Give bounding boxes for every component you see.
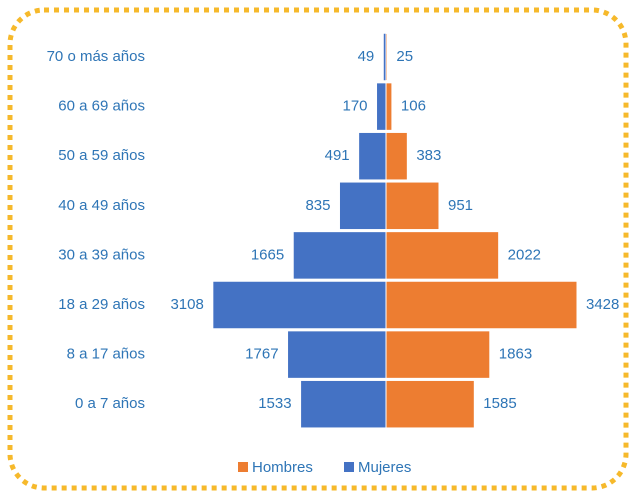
- bar: [382, 32, 387, 82]
- category-label: 60 a 69 años: [58, 98, 145, 115]
- legend-swatch: [344, 462, 354, 472]
- value-label: 170: [342, 98, 367, 115]
- value-label: 49: [358, 48, 375, 65]
- bar: [385, 82, 393, 131]
- bar: [385, 231, 500, 280]
- value-label: 1665: [251, 246, 284, 263]
- bar: [358, 131, 387, 181]
- category-label: 70 o más años: [47, 48, 145, 65]
- bar: [338, 181, 387, 231]
- bar: [376, 82, 387, 131]
- bar: [385, 181, 440, 231]
- bar: [212, 280, 387, 330]
- bar: [300, 379, 387, 429]
- category-label: 50 a 59 años: [58, 147, 145, 164]
- value-label: 383: [416, 147, 441, 164]
- category-label: 18 a 29 años: [58, 296, 145, 313]
- category-label: 40 a 49 años: [58, 197, 145, 214]
- legend-swatch: [238, 462, 248, 472]
- bar: [287, 330, 387, 379]
- value-label: 106: [401, 98, 426, 115]
- value-label: 3108: [170, 296, 203, 313]
- bar: [385, 280, 578, 330]
- value-label: 2022: [508, 246, 541, 263]
- value-label: 25: [396, 48, 413, 65]
- bar: [385, 379, 475, 429]
- legend-label: Mujeres: [358, 459, 411, 476]
- category-label: 30 a 39 años: [58, 246, 145, 263]
- value-label: 491: [325, 147, 350, 164]
- bar: [385, 330, 491, 379]
- value-label: 951: [448, 197, 473, 214]
- value-label: 1585: [483, 395, 516, 412]
- value-label: 1863: [499, 346, 532, 363]
- category-label: 8 a 17 años: [67, 346, 145, 363]
- value-label: 835: [305, 197, 330, 214]
- value-label: 1767: [245, 346, 278, 363]
- bar: [292, 231, 387, 280]
- value-label: 3428: [586, 296, 619, 313]
- value-label: 1533: [258, 395, 291, 412]
- legend-label: Hombres: [252, 459, 313, 476]
- category-label: 0 a 7 años: [75, 395, 145, 412]
- bar: [385, 131, 408, 181]
- dotted-frame: [7, 7, 629, 491]
